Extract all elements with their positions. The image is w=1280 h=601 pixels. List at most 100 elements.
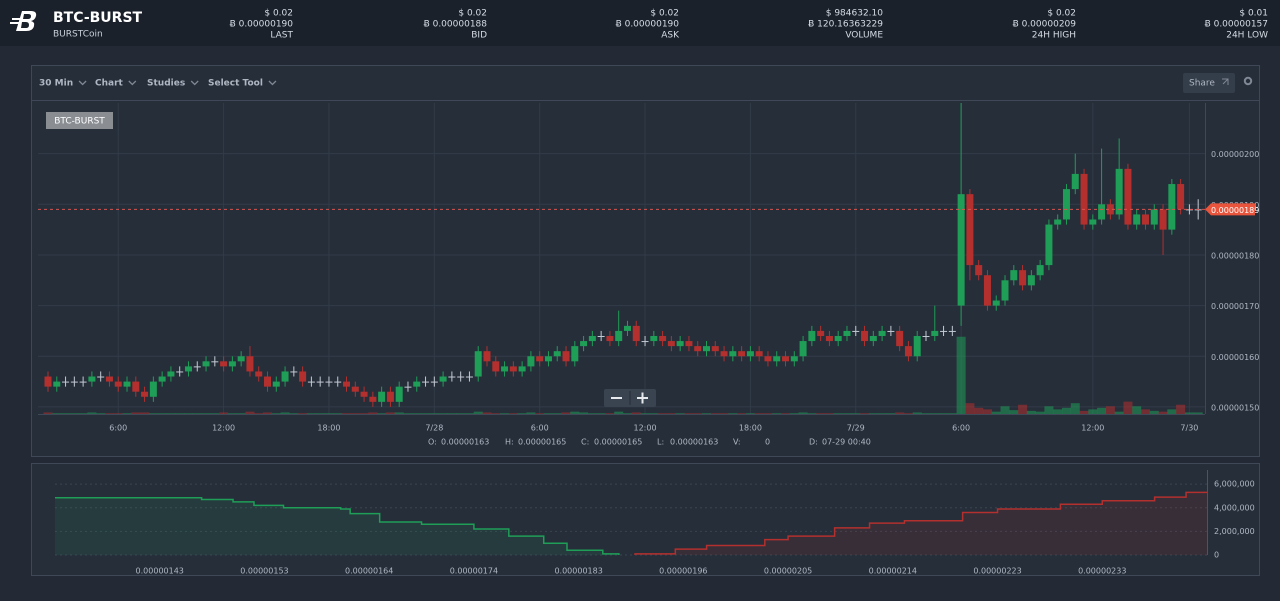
stat-usd: $ 0.02: [458, 9, 487, 19]
status-value: 0.00000163: [441, 438, 489, 447]
volume-bar: [87, 412, 97, 414]
volume-bar: [1044, 406, 1054, 414]
volume-bar: [359, 413, 369, 414]
volume-bar: [491, 413, 501, 414]
candle-body: [316, 381, 324, 383]
candle-body: [606, 335, 614, 342]
candle-body: [492, 361, 500, 372]
x-tick-label: 0.00000183: [554, 567, 602, 576]
volume-bar: [140, 412, 150, 414]
candle-body: [184, 366, 192, 372]
volume-bar: [921, 413, 931, 414]
candle-body: [1177, 184, 1185, 210]
volume-bar: [561, 412, 571, 414]
candle-body: [659, 335, 667, 342]
status-label: O:: [428, 438, 437, 447]
candle-body: [922, 335, 930, 337]
x-tick-label: 6:00: [109, 424, 127, 433]
x-tick-label: 0.00000233: [1078, 567, 1126, 576]
candle-body: [1168, 184, 1176, 230]
volume-bar: [789, 413, 799, 414]
x-tick-label: 0.00000214: [869, 567, 917, 576]
toolbar-item[interactable]: Select Tool: [208, 79, 263, 89]
candle-body: [299, 371, 307, 382]
candle-body: [465, 376, 473, 378]
volume-bar: [517, 413, 527, 414]
candle-body: [544, 356, 552, 362]
volume-bar: [1009, 410, 1019, 414]
x-tick-label: 0.00000153: [240, 567, 288, 576]
x-tick-label: 0.00000143: [136, 567, 184, 576]
candle-body: [1027, 275, 1035, 286]
volume-bar: [965, 403, 975, 414]
volume-bar: [1097, 407, 1107, 414]
candle-body: [220, 361, 228, 367]
candle-body: [70, 381, 78, 383]
volume-bar: [368, 412, 378, 414]
candle-body: [650, 335, 658, 342]
candle-body: [176, 371, 184, 373]
candle-body: [1150, 209, 1158, 225]
volume-bar: [1035, 411, 1045, 414]
candle-body: [703, 346, 710, 352]
volume-bar: [201, 413, 211, 414]
settings-icon[interactable]: [1243, 76, 1253, 86]
volume-bar: [403, 413, 413, 414]
x-tick-label: 12:00: [1081, 424, 1104, 433]
x-tick-label: 0.00000196: [659, 567, 707, 576]
candle-body: [878, 330, 886, 336]
candle-body: [746, 351, 754, 357]
candle-body: [597, 335, 605, 337]
stat-label: 24H HIGH: [1032, 31, 1076, 41]
zoom-controls: [604, 389, 656, 407]
candle-body: [808, 330, 816, 342]
volume-bar: [535, 413, 545, 414]
volume-bar: [1141, 409, 1150, 414]
candle-body: [439, 376, 447, 382]
candle-body: [1080, 173, 1088, 225]
volume-bar: [587, 413, 597, 414]
volume-bar: [350, 413, 360, 414]
volume-bar: [166, 413, 176, 414]
volume-bar: [974, 407, 984, 414]
candle-body: [272, 381, 280, 387]
toolbar-item[interactable]: Chart: [95, 79, 124, 89]
candle-body: [105, 376, 113, 382]
share-button[interactable]: [1183, 73, 1235, 93]
candle-body: [957, 194, 965, 306]
toolbar-item[interactable]: 30 Min: [39, 79, 73, 89]
volume-bar: [175, 413, 185, 414]
volume-bar: [298, 413, 308, 414]
candle-body: [948, 330, 956, 332]
volume-bar: [956, 336, 966, 414]
share-label[interactable]: Share: [1189, 79, 1215, 89]
volume-bar: [271, 413, 281, 414]
status-label: D:: [809, 438, 818, 447]
stat-btc: Ƀ 0.00000188: [424, 20, 488, 30]
candle-body: [62, 381, 70, 383]
candle-body: [931, 330, 939, 336]
x-tick-label: 0.00000164: [345, 567, 393, 576]
volume-bar: [104, 413, 114, 414]
volume-bar: [622, 413, 632, 414]
candle-body: [571, 346, 579, 362]
candle-body: [44, 376, 52, 387]
stat-btc: Ƀ 0.00000157: [1205, 20, 1268, 30]
toolbar-item[interactable]: Studies: [147, 79, 185, 89]
candle-body: [1133, 214, 1141, 225]
zoom-in[interactable]: [637, 392, 648, 404]
candle-body: [904, 346, 912, 357]
volume-bar: [930, 413, 940, 414]
logo: [10, 11, 37, 31]
candle-body: [413, 381, 421, 387]
candle-body: [509, 366, 517, 372]
volume-bar: [912, 412, 922, 414]
volume-bar: [508, 413, 518, 414]
x-tick-label: 0.00000223: [973, 567, 1021, 576]
volume-bar: [1149, 410, 1159, 414]
volume-bar: [851, 413, 861, 414]
candle-body: [1019, 270, 1027, 286]
volume-bar: [473, 411, 483, 414]
candle-body: [474, 351, 482, 377]
